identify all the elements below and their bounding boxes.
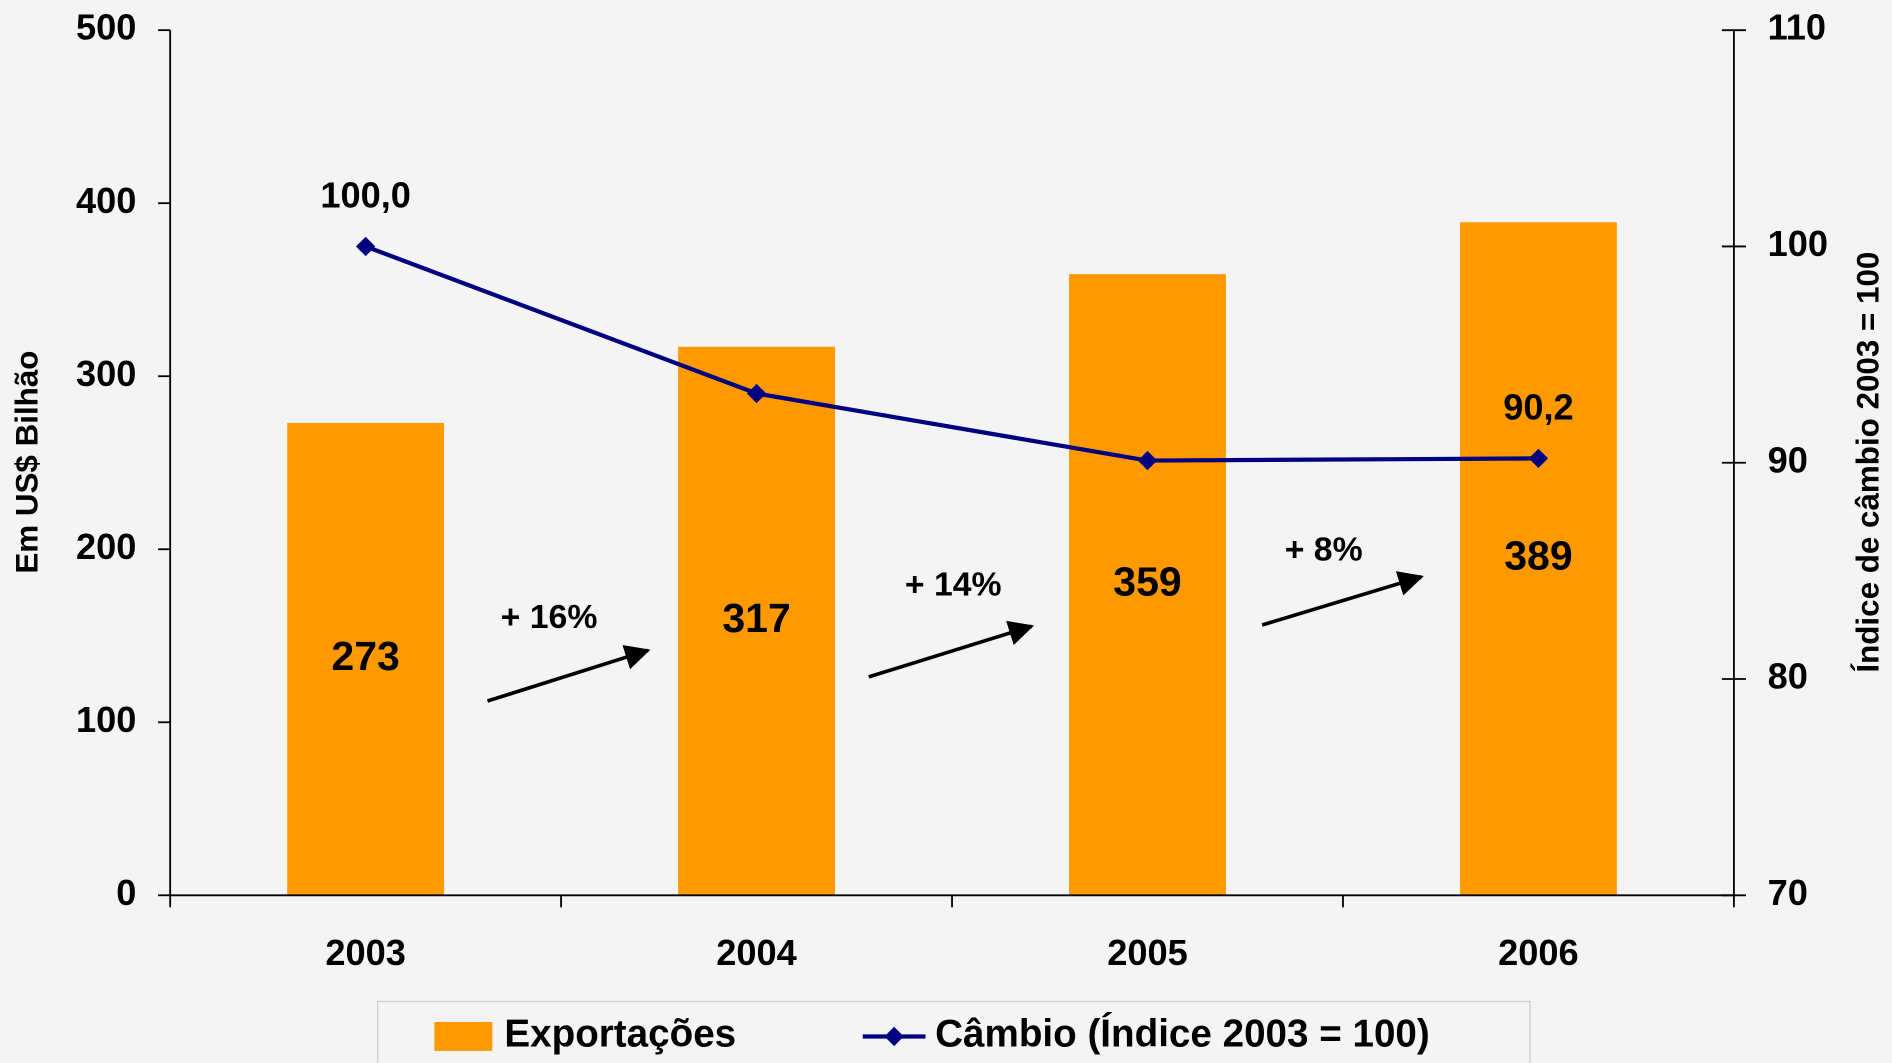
bar-value-label: 389 [1504, 533, 1572, 579]
y-axis-title: Em US$ Bilhão [9, 351, 44, 574]
y-tick-label: 0 [116, 872, 136, 913]
y2-tick-label: 80 [1768, 656, 1808, 697]
y2-tick-label: 100 [1768, 223, 1828, 264]
legend-label: Câmbio (Índice 2003 = 100) [935, 1012, 1430, 1056]
x-tick-label: 2003 [325, 932, 406, 973]
legend [377, 1000, 1531, 1063]
y-tick-label: 100 [76, 699, 136, 740]
bar-value-label: 273 [331, 633, 399, 679]
legend-swatch [434, 1021, 493, 1051]
y-tick-label: 400 [76, 180, 136, 221]
bar-value-label: 359 [1113, 559, 1181, 605]
bar [678, 346, 835, 896]
y2-tick-label: 70 [1768, 872, 1808, 913]
annotation-arrow [486, 645, 651, 703]
line-value-label: 90,2 [1503, 387, 1573, 428]
line [364, 244, 1539, 463]
x-tick-label: 2004 [716, 932, 797, 973]
bar [1069, 274, 1226, 896]
legend-label: Exportações [504, 1013, 736, 1056]
x-tick-label: 2005 [1107, 932, 1188, 973]
y-tick-label: 300 [76, 353, 136, 394]
annotation-arrow [1261, 571, 1424, 627]
annotation-arrow [868, 620, 1035, 679]
line-value-label: 100,0 [320, 175, 411, 216]
line-marker [1528, 448, 1549, 469]
bar-value-label: 317 [722, 595, 790, 641]
bar [1460, 222, 1617, 896]
annotation: + 14% [905, 565, 1002, 603]
y2-axis-title: Índice de câmbio 2003 = 100 [1851, 252, 1886, 673]
bar [287, 422, 445, 896]
y2-tick-label: 110 [1768, 7, 1826, 48]
y2-tick-label: 90 [1768, 439, 1808, 480]
y-tick-label: 200 [76, 526, 136, 567]
x-tick-label: 2006 [1498, 932, 1579, 973]
y-tick-label: 500 [76, 7, 136, 48]
annotation: + 8% [1285, 530, 1363, 568]
annotation: + 16% [501, 598, 598, 636]
line-marker [355, 236, 376, 257]
